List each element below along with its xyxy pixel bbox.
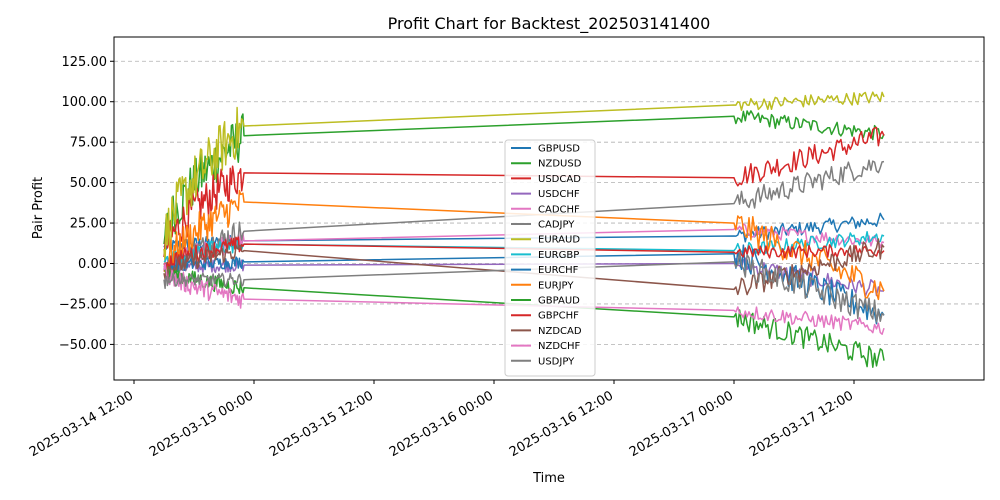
x-tick-label: 2025-03-15 12:00 (267, 388, 376, 460)
y-tick-label: 25.00 (70, 217, 107, 232)
series-line-nzdcad (163, 238, 885, 296)
y-tick-label: 75.00 (70, 136, 107, 151)
series-line-euraud (163, 91, 885, 263)
x-tick-label: 2025-03-16 12:00 (507, 388, 616, 460)
legend-label: USDCHF (538, 189, 580, 200)
legend-label: GBPAUD (538, 296, 580, 307)
y-tick-label: 100.00 (62, 95, 108, 110)
x-tick-label: 2025-03-16 00:00 (387, 388, 496, 460)
y-tick-label: −25.00 (59, 297, 107, 312)
series-line-eurjpy (163, 189, 885, 301)
series-line-usdcad (163, 126, 885, 258)
series-line-gbpaud (163, 264, 885, 368)
legend-label: GBPUSD (538, 144, 580, 155)
legend-label: USDJPY (538, 356, 575, 367)
legend: GBPUSD NZDUSD USDCAD USDCHF CADCHF CADJPY EURA… (504, 139, 596, 377)
legend-label: EURJPY (538, 280, 574, 291)
y-tick-label: 0.00 (78, 257, 107, 272)
legend-label: NZDUSD (538, 159, 582, 170)
x-tick-label: 2025-03-17 00:00 (627, 388, 736, 460)
y-tick-label: −50.00 (59, 338, 107, 353)
chart-title: Profit Chart for Backtest_202503141400 (388, 14, 711, 34)
series-line-eurchf (163, 244, 885, 325)
legend-label: EURAUD (538, 235, 580, 246)
x-tick-label: 2025-03-17 12:00 (747, 388, 856, 460)
legend-label: GBPCHF (538, 311, 579, 322)
y-tick-label: 125.00 (62, 55, 108, 70)
series-line-nzdchf (163, 263, 885, 335)
x-tick-label: 2025-03-15 00:00 (147, 388, 256, 460)
legend-label: EURCHF (538, 265, 579, 276)
y-axis-ticks: −50.00 −25.00 0.00 25.00 50.00 75.00 100.00 125… (59, 55, 114, 353)
legend-label: NZDCAD (538, 326, 582, 337)
legend-label: CADCHF (538, 204, 580, 215)
x-axis-ticks: 2025-03-14 12:00 2025-03-15 00:00 2025-03-… (27, 380, 856, 460)
legend-label: EURGBP (538, 250, 579, 261)
plot-frame (113, 36, 985, 381)
x-axis-label: Time (532, 471, 565, 486)
x-tick-label: 2025-03-14 12:00 (27, 388, 136, 460)
legend-label: CADJPY (538, 220, 575, 231)
legend-box (504, 139, 596, 377)
series-lines (163, 91, 885, 368)
y-tick-label: 50.00 (70, 176, 107, 191)
y-axis-label: Pair Profit (31, 177, 46, 239)
legend-label: NZDCHF (538, 341, 581, 352)
legend-label: USDCAD (538, 174, 581, 185)
series-line-usdjpy (163, 251, 885, 323)
